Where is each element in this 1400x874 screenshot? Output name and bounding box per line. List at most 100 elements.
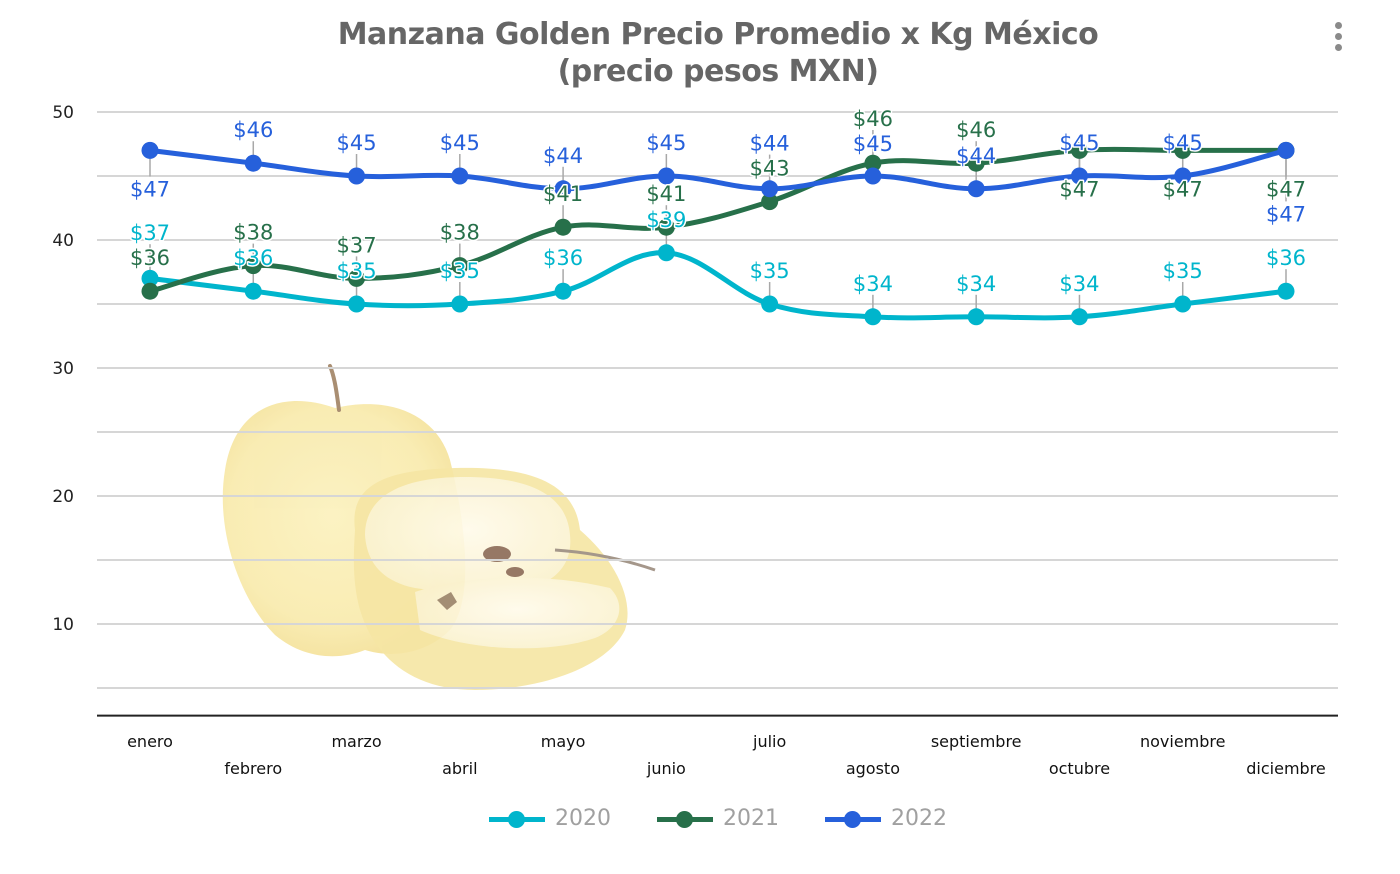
more-options-button[interactable]: [1328, 18, 1348, 58]
data-label-2020-abril: $35: [440, 259, 480, 283]
data-point-2022-abril[interactable]: [451, 167, 469, 185]
data-label-2020-octubre: $34: [1059, 272, 1099, 296]
legend-item-2020[interactable]: 2020: [489, 806, 611, 831]
data-point-2022-septiembre[interactable]: [967, 180, 985, 198]
data-label-2021-julio: $43: [750, 157, 790, 181]
data-point-2020-mayo[interactable]: [554, 282, 572, 300]
data-point-2021-marzo[interactable]: [348, 269, 366, 287]
data-label-2022-febrero: $46: [233, 118, 273, 142]
data-label-2020-noviembre: $35: [1163, 259, 1203, 283]
legend-label: 2022: [891, 806, 947, 831]
data-point-2022-diciembre[interactable]: [1277, 141, 1295, 159]
data-label-2021-febrero: $38: [233, 221, 273, 245]
x-tick-label-mayo: mayo: [541, 732, 586, 751]
data-label-2021-diciembre: $47: [1266, 177, 1306, 201]
data-point-2021-agosto[interactable]: [864, 154, 882, 172]
data-label-2022-junio: $45: [646, 131, 686, 155]
data-point-2020-septiembre[interactable]: [967, 308, 985, 326]
legend-item-2021[interactable]: 2021: [657, 806, 779, 831]
data-label-2021-mayo: $41: [543, 182, 583, 206]
data-point-2021-junio[interactable]: [657, 218, 675, 236]
data-point-2020-febrero[interactable]: [244, 282, 262, 300]
series-line-2022: [147, 147, 1289, 192]
data-point-2020-noviembre[interactable]: [1174, 295, 1192, 313]
data-point-2020-enero[interactable]: [141, 269, 159, 287]
y-tick-label: 30: [52, 359, 74, 379]
data-point-2021-mayo[interactable]: [554, 218, 572, 236]
data-point-2022-octubre[interactable]: [1070, 167, 1088, 185]
legend-label: 2021: [723, 806, 779, 831]
data-point-2022-febrero[interactable]: [244, 154, 262, 172]
data-point-2020-octubre[interactable]: [1070, 308, 1088, 326]
data-point-2021-enero[interactable]: [141, 282, 159, 300]
data-point-2021-noviembre[interactable]: [1174, 141, 1192, 159]
data-label-2021-septiembre: $46: [956, 118, 996, 142]
data-label-leaders: [149, 130, 1287, 315]
series-lines: [141, 141, 1295, 326]
data-point-2020-diciembre[interactable]: [1277, 282, 1295, 300]
series-line-2021: [147, 146, 1289, 294]
series-line-2020: [147, 250, 1289, 321]
x-tick-label-noviembre: noviembre: [1140, 732, 1226, 751]
data-point-2020-junio[interactable]: [657, 244, 675, 262]
chart-title-line-2: (precio pesos MXN): [557, 54, 879, 89]
legend-item-2022[interactable]: 2022: [825, 806, 947, 831]
more-vertical-icon-dot: [1334, 33, 1342, 40]
data-label-2022-mayo: $44: [543, 144, 583, 168]
data-label-2020-mayo: $36: [543, 246, 583, 270]
data-point-2022-noviembre[interactable]: [1174, 167, 1192, 185]
legend: 2020 2021 2022: [0, 806, 1400, 831]
y-tick-label: 50: [52, 103, 74, 123]
data-point-2021-octubre[interactable]: [1070, 141, 1088, 159]
data-point-2021-julio[interactable]: [761, 193, 779, 211]
data-point-2021-septiembre[interactable]: [967, 154, 985, 172]
data-label-2021-enero: $36: [130, 246, 170, 270]
data-point-2022-marzo[interactable]: [348, 167, 366, 185]
data-label-2022-octubre: $45: [1059, 131, 1099, 155]
series-2020: [141, 244, 1295, 326]
x-tick-label-enero: enero: [127, 732, 173, 751]
data-point-2020-julio[interactable]: [761, 295, 779, 313]
y-tick-label: 40: [52, 231, 74, 251]
data-point-2022-enero[interactable]: [141, 141, 159, 159]
more-vertical-icon-dot: [1334, 44, 1342, 51]
data-point-2020-marzo[interactable]: [348, 295, 366, 313]
data-point-2020-abril[interactable]: [451, 295, 469, 313]
data-label-2022-marzo: $45: [336, 131, 376, 155]
data-point-2022-julio[interactable]: [761, 180, 779, 198]
data-point-2020-agosto[interactable]: [864, 308, 882, 326]
legend-dot: [508, 810, 525, 828]
x-tick-label-abril: abril: [442, 759, 477, 778]
data-point-2021-febrero[interactable]: [244, 257, 262, 275]
data-label-2022-septiembre: $44: [956, 144, 996, 168]
x-tick-label-junio: junio: [646, 759, 686, 778]
legend-dot: [676, 810, 693, 828]
data-label-2020-marzo: $35: [336, 259, 376, 283]
x-tick-label-febrero: febrero: [224, 759, 282, 778]
x-tick-label-julio: julio: [752, 732, 786, 751]
apple-illustration: [222, 364, 656, 690]
chart-title-line-1: Manzana Golden Precio Promedio x Kg Méxi…: [337, 17, 1099, 52]
data-label-2021-agosto: $46: [853, 107, 893, 131]
data-point-2022-junio[interactable]: [657, 167, 675, 185]
chart-title: Manzana Golden Precio Promedio x Kg Méxi…: [0, 16, 1400, 90]
data-label-2020-diciembre: $36: [1266, 246, 1306, 270]
data-label-2020-enero: $37: [130, 221, 170, 245]
y-tick-label: 10: [52, 615, 74, 635]
legend-marker-icon: [657, 809, 713, 829]
x-axis-ticks: enero febrero marzo abril mayo junio julio agos…: [127, 732, 1326, 778]
data-label-2022-abril: $45: [440, 131, 480, 155]
data-label-2022-julio: $44: [750, 132, 790, 156]
data-label-2022-enero: $47: [130, 177, 170, 201]
data-point-2022-mayo[interactable]: [554, 180, 572, 198]
legend-dot: [844, 810, 861, 828]
series-2022: [141, 141, 1295, 198]
series-2021: [141, 141, 1295, 300]
y-tick-label: 20: [52, 487, 74, 507]
data-label-2022-noviembre: $45: [1163, 131, 1203, 155]
legend-marker-icon: [489, 809, 545, 829]
x-tick-label-agosto: agosto: [846, 759, 900, 778]
data-point-2022-agosto[interactable]: [864, 167, 882, 185]
data-point-2021-abril[interactable]: [451, 257, 469, 275]
